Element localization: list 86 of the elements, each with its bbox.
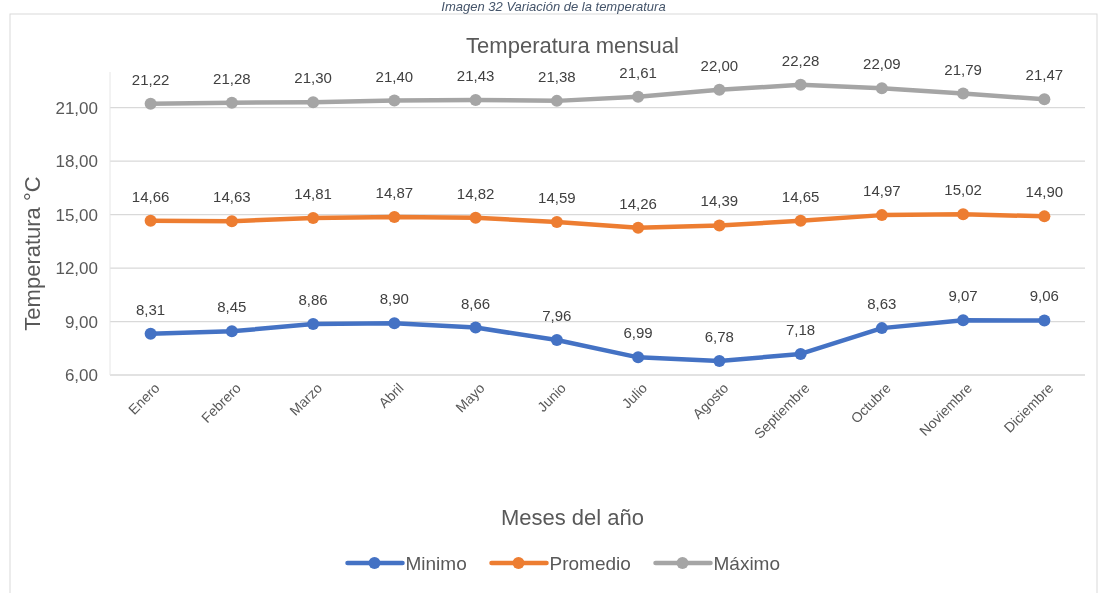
data-label: 22,09	[863, 55, 901, 73]
legend-label: Máximo	[713, 553, 781, 574]
point	[875, 209, 888, 222]
data-label: 14,26	[619, 194, 657, 212]
y-axis-title: Temperatura °C	[20, 176, 45, 331]
data-label: 14,97	[863, 182, 901, 200]
point	[469, 321, 482, 334]
point	[225, 325, 238, 338]
data-label: 22,28	[781, 51, 820, 69]
chart-title: Temperatura mensual	[466, 33, 679, 58]
point	[307, 96, 320, 109]
point	[388, 94, 401, 107]
data-label: 14,81	[294, 184, 332, 202]
data-label: 14,82	[456, 184, 495, 202]
point	[550, 94, 563, 107]
point	[225, 215, 238, 228]
x-axis-title: Meses del año	[500, 505, 645, 530]
point	[1038, 210, 1051, 223]
point	[957, 208, 970, 221]
x-tick-label: Julio	[618, 379, 651, 412]
data-label: 14,66	[131, 187, 170, 205]
data-label: 21,22	[131, 70, 170, 88]
data-label: 14,87	[375, 183, 414, 201]
point	[875, 82, 888, 95]
data-label: 15,02	[944, 181, 982, 199]
data-label: 21,38	[538, 67, 576, 85]
point	[632, 221, 645, 234]
data-label: 21,40	[375, 67, 414, 85]
y-tick-label: 15,00	[55, 205, 98, 225]
data-label: 21,28	[213, 69, 251, 87]
legend-label: Minimo	[405, 553, 467, 574]
y-tick-label: 6,00	[64, 366, 98, 385]
point	[875, 322, 888, 335]
data-label: 9,06	[1029, 287, 1059, 305]
point	[307, 211, 320, 224]
data-label: 7,96	[542, 307, 572, 325]
point	[550, 334, 563, 347]
y-tick-label: 9,00	[64, 312, 98, 332]
point	[713, 219, 726, 232]
data-label: 21,61	[619, 63, 657, 81]
point	[794, 78, 807, 91]
point	[713, 355, 726, 368]
data-label: 9,07	[948, 287, 978, 305]
point	[794, 347, 807, 360]
data-label: 21,47	[1025, 66, 1064, 84]
point	[1038, 314, 1051, 327]
y-tick-label: 18,00	[55, 152, 98, 172]
legend-label: Promedio	[549, 553, 631, 574]
point	[957, 87, 970, 100]
text: Imagen 32 Variación de la temperatura	[441, 0, 666, 14]
point	[144, 97, 157, 110]
point	[225, 96, 238, 109]
point	[469, 93, 482, 106]
data-label: 14,90	[1025, 183, 1064, 201]
data-label: 22,00	[700, 56, 739, 74]
data-label: 8,90	[379, 290, 409, 308]
point	[1038, 93, 1051, 106]
point	[307, 318, 320, 331]
data-label: 8,66	[461, 294, 491, 312]
point	[713, 83, 726, 96]
point	[632, 90, 645, 103]
data-label: 8,45	[217, 298, 247, 316]
point	[144, 214, 157, 227]
data-label: 8,31	[136, 300, 166, 318]
data-label: 6,99	[623, 324, 653, 342]
data-label: 14,39	[700, 192, 739, 210]
data-label: 21,43	[456, 66, 495, 84]
data-label: 8,86	[298, 291, 328, 309]
point	[388, 317, 401, 330]
point	[469, 211, 482, 224]
y-tick-label: 21,00	[55, 98, 98, 118]
data-label: 21,30	[294, 69, 332, 87]
data-label: 8,63	[867, 295, 897, 313]
data-label: 14,63	[213, 188, 251, 206]
point	[957, 314, 970, 327]
data-label: 7,18	[786, 320, 816, 338]
point	[550, 215, 563, 228]
data-label: 6,78	[704, 328, 734, 346]
point	[794, 214, 807, 227]
point	[632, 351, 645, 364]
data-label: 14,65	[781, 187, 820, 205]
data-label: 14,59	[538, 188, 576, 206]
y-tick-label: 12,00	[55, 259, 98, 279]
point	[144, 327, 157, 340]
data-label: 21,79	[944, 60, 982, 78]
point	[388, 210, 401, 223]
